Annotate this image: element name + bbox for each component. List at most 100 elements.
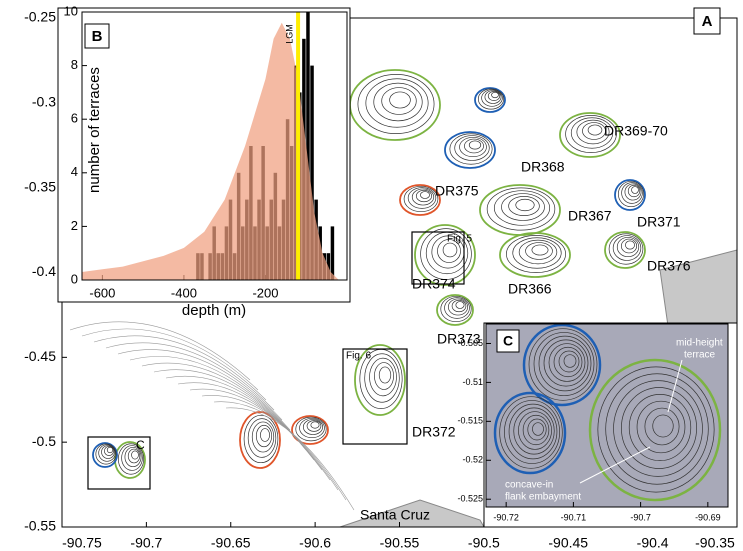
contour-outline <box>474 87 506 113</box>
site-label: DR366 <box>508 281 552 297</box>
contour <box>522 414 550 446</box>
contour <box>121 445 143 471</box>
contour <box>302 419 324 435</box>
x-tick-label: -90.75 <box>62 535 102 551</box>
contour-outline <box>522 323 602 407</box>
panel-label-box <box>693 7 721 35</box>
contour <box>525 242 553 260</box>
figure-box <box>342 348 408 445</box>
contour <box>620 238 638 254</box>
contour <box>636 400 686 454</box>
contour-outline <box>354 344 406 416</box>
x-tick-label: -90.55 <box>380 535 420 551</box>
contour <box>543 339 589 387</box>
contour <box>582 122 606 140</box>
histogram-bar <box>306 12 310 280</box>
contour <box>501 193 545 221</box>
contour <box>617 180 645 208</box>
contour <box>357 74 435 134</box>
contour <box>504 400 560 464</box>
inset-marker: C <box>136 438 145 452</box>
bathymetry-line <box>81 328 259 391</box>
contour-outline <box>92 442 118 468</box>
contour <box>625 240 635 250</box>
contour <box>420 228 472 280</box>
contour <box>403 185 439 213</box>
y-tick-label: -0.52 <box>462 455 483 465</box>
contour <box>459 136 487 158</box>
x-tick-label: -90.65 <box>211 535 251 551</box>
bathymetry-line <box>225 407 355 511</box>
contour <box>518 239 558 265</box>
contour <box>558 350 580 373</box>
y-tick-label: 8 <box>71 57 78 72</box>
contours <box>69 69 646 511</box>
contour-outline <box>239 411 281 469</box>
contour <box>605 373 709 485</box>
contour <box>243 414 279 464</box>
contour <box>608 233 644 265</box>
x-tick-label: -90.45 <box>548 535 588 551</box>
contour <box>508 403 558 460</box>
contour <box>570 117 614 149</box>
contour <box>587 124 603 136</box>
contour <box>652 414 674 438</box>
contour <box>628 393 692 462</box>
contour <box>381 87 417 115</box>
annotation: concave-in <box>505 480 553 491</box>
contour <box>627 184 641 198</box>
density-area <box>82 22 339 280</box>
annotation: flank embayment <box>505 492 581 503</box>
x-tick-label: -90.7 <box>130 535 162 551</box>
contour-outline <box>614 179 646 211</box>
y-tick-label: 10 <box>64 3 78 18</box>
contour <box>506 235 566 273</box>
y-tick-label: -0.35 <box>24 178 56 194</box>
x-tick-label: -90.4 <box>637 535 669 551</box>
panel-a: -90.75 -90.7 -90.65 -90.6 -90.55 -90.5 -90.45 -… <box>24 7 738 551</box>
callout <box>579 446 651 484</box>
contour <box>481 89 503 107</box>
contour-outline <box>291 415 329 445</box>
axes-frame <box>81 11 348 281</box>
y-tick-label: -0.505 <box>457 338 483 348</box>
site-label: DR367 <box>568 208 612 224</box>
site-label: DR376 <box>647 258 691 274</box>
y-tick-label: -0.25 <box>24 9 56 25</box>
contour <box>455 301 465 309</box>
contour <box>515 198 535 212</box>
contour <box>631 186 639 194</box>
histogram-bar <box>310 65 314 280</box>
x-tick-label: -90.5 <box>468 535 500 551</box>
contour <box>468 140 482 150</box>
x-axis-label: depth (m) <box>182 302 246 319</box>
contour <box>499 396 563 469</box>
contour <box>613 380 703 477</box>
panel-label: A <box>702 13 713 30</box>
contour-outline <box>588 358 722 502</box>
axes-frame <box>485 323 729 508</box>
bathymetry-line <box>69 321 251 381</box>
site-label: DR371 <box>637 214 681 230</box>
contour <box>442 242 458 258</box>
contour <box>624 183 642 201</box>
figure-box <box>411 231 465 285</box>
contour <box>365 78 429 128</box>
y-tick-label: 4 <box>71 164 78 179</box>
callout <box>667 359 683 413</box>
site-label: Fig. 6 <box>346 351 371 362</box>
contour <box>508 196 540 216</box>
bathymetry-line <box>177 382 323 471</box>
annotation: terrace <box>684 350 716 361</box>
contour <box>464 138 484 154</box>
contour <box>518 411 552 450</box>
site-label: DR373 <box>437 331 481 347</box>
contour <box>512 237 562 269</box>
panel-label-box <box>84 23 110 49</box>
contour <box>95 443 117 465</box>
site-label: DR375 <box>435 183 479 199</box>
contour <box>528 328 598 401</box>
annotation: mid-height <box>676 338 723 349</box>
contour <box>548 343 586 382</box>
